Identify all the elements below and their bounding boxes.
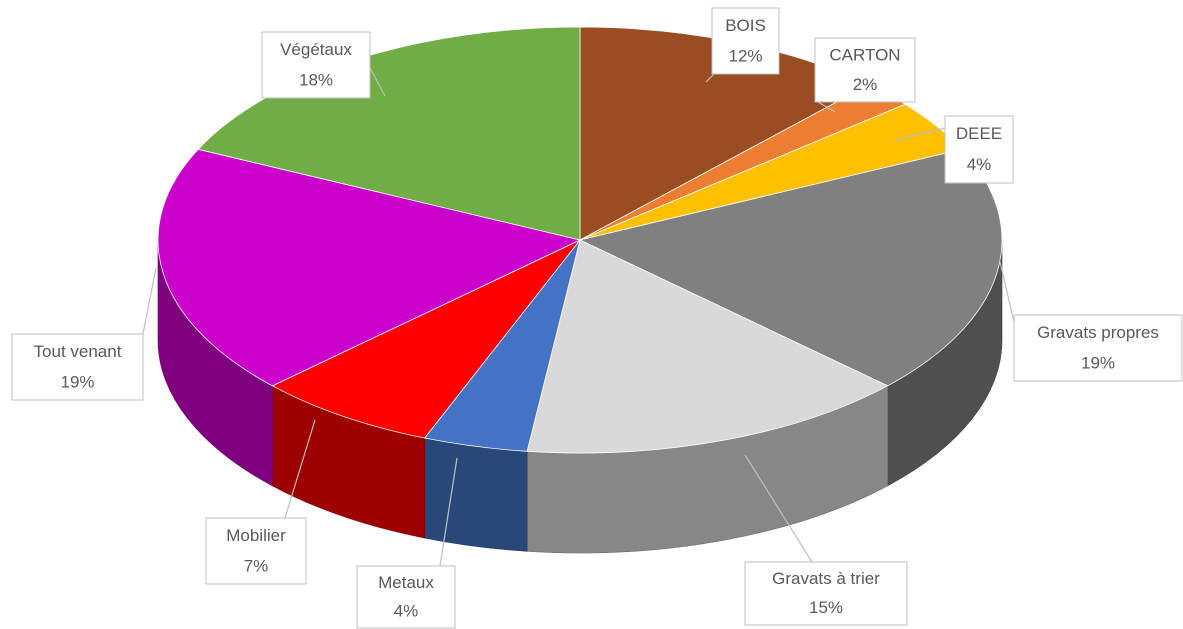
label-category: BOIS [725, 16, 766, 35]
data-label: Metaux 4% [356, 457, 458, 629]
label-value: 18% [299, 70, 333, 89]
label-box [711, 7, 780, 75]
data-label: Gravats propres 19% [999, 261, 1183, 382]
data-label: BOIS 12% [705, 7, 780, 83]
leader-line [284, 419, 316, 519]
label-value: 12% [728, 46, 762, 65]
label-category: Metaux [378, 573, 434, 592]
data-label: Gravats à trier 15% [744, 454, 908, 626]
label-category: CARTON [829, 45, 900, 64]
leader-line [817, 101, 836, 113]
leader-line [894, 127, 946, 141]
label-value: 4% [394, 601, 419, 620]
data-label: Végétaux 18% [261, 31, 386, 99]
label-box [261, 31, 371, 99]
data-label: DEEE 4% [894, 115, 1014, 184]
leader-line [142, 267, 157, 335]
label-box [814, 37, 916, 103]
label-box [744, 561, 908, 626]
label-category: Gravats à trier [772, 569, 880, 588]
leader-line [369, 67, 386, 97]
label-category: Végétaux [280, 40, 352, 59]
data-label: Mobilier 7% [205, 419, 316, 585]
label-value: 4% [967, 155, 992, 174]
label-value: 7% [244, 556, 269, 575]
label-category: DEEE [956, 124, 1002, 143]
label-category: Mobilier [226, 526, 286, 545]
label-category: Gravats propres [1037, 323, 1159, 342]
leader-line [439, 457, 458, 567]
label-box [205, 517, 307, 585]
label-box [1013, 314, 1183, 382]
label-category: Tout venant [34, 342, 122, 361]
slice [157, 148, 582, 387]
label-value: 19% [1081, 353, 1115, 372]
leader-line [705, 73, 715, 83]
slice-side [424, 437, 528, 552]
label-value: 19% [60, 372, 94, 391]
slice [526, 239, 889, 454]
label-value: 2% [853, 75, 878, 94]
data-label: CARTON 2% [814, 37, 916, 113]
label-box [944, 115, 1014, 184]
leader-line [744, 454, 813, 563]
slice [271, 239, 581, 439]
leader-line [999, 261, 1015, 323]
label-box [356, 565, 456, 629]
label-value: 15% [809, 598, 843, 617]
label-box [11, 333, 144, 401]
data-label: Tout venant 19% [11, 267, 157, 401]
